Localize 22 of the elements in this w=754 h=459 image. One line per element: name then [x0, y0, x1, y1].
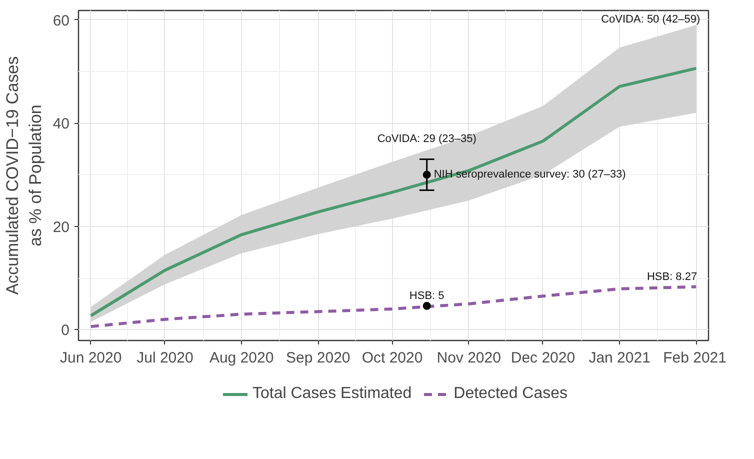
legend-label: Total Cases Estimated [252, 385, 412, 403]
annotation: HSB: 8.27 [646, 270, 698, 283]
annotation: CoVIDA: 50 (42–59) [601, 14, 700, 26]
x-tick-label: Oct 2020 [362, 350, 423, 366]
x-tick-label: Dec 2020 [510, 350, 576, 366]
y-tick-label: 0 [61, 322, 70, 340]
annotation: HSB: 5 [409, 290, 444, 302]
x-tick-label: Jan 2021 [588, 350, 650, 366]
line-series [89, 66, 698, 318]
legend-label: Detected Cases [454, 385, 568, 403]
line-series [89, 285, 698, 328]
x-tick-label: Feb 2021 [663, 350, 727, 366]
y-tick-label: 40 [52, 116, 70, 133]
y-tick-label: 20 [52, 218, 70, 236]
y-axis-title: Accumulated COVID−19 Cases as % of Population [3, 56, 45, 295]
y-tick-label: 60 [52, 12, 70, 30]
annotation: CoVIDA: 29 (23–35) [377, 133, 476, 146]
x-tick-label: Nov 2020 [436, 350, 501, 366]
x-tick-label: Sep 2020 [286, 350, 350, 366]
x-tick-label: Jul 2020 [136, 350, 194, 366]
x-tick-label: Aug 2020 [209, 350, 274, 366]
x-tick-label: Jun 2020 [60, 350, 122, 366]
